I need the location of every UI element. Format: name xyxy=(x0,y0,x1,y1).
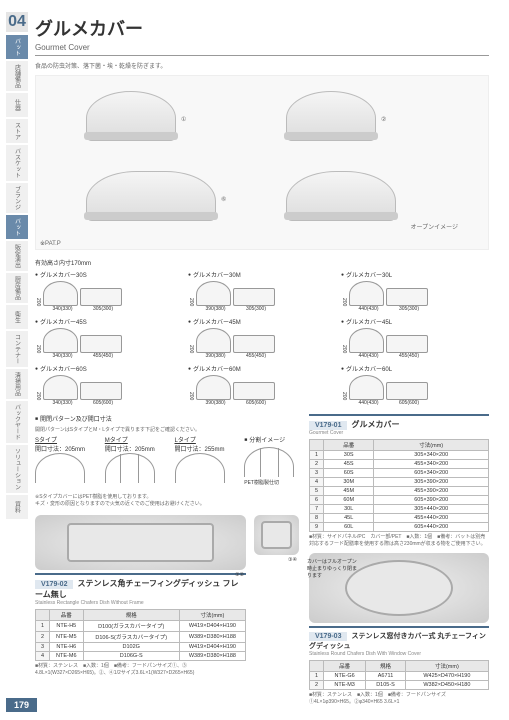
sidebar-item: バスケット xyxy=(6,145,28,181)
sidebar-item: 清掃用品 xyxy=(6,369,28,399)
product-image-square: ①② xyxy=(35,515,246,570)
sidebar-item: 資料 xyxy=(6,495,28,519)
description: 食品の防虫対策、落下菌・埃・乾燥を防ぎます。 xyxy=(35,61,489,70)
sidebar: バット店舗備品仕器ストアバスケットブランジバット販促演出厨房備品衛生コンテナー清… xyxy=(6,35,28,519)
pet-note: ※SタイプカバーにはPET樹脂を使用しております。 キズ・変形の原因となりますの… xyxy=(35,494,299,507)
sidebar-item: バット xyxy=(6,35,28,59)
sidebar-item: 販促演出 xyxy=(6,241,28,271)
opening-patterns: Sタイプ開口寸法：205mm Mタイプ開口寸法：205mm Lタイプ開口寸法：2… xyxy=(35,435,299,486)
sidebar-item: 仕器 xyxy=(6,93,28,117)
sidebar-item: 店舗備品 xyxy=(6,61,28,91)
product-2: V179-02ステンレス角チェーフィングディッシュ フレーム無し Stainle… xyxy=(35,573,246,676)
product-image-round: カバーはフルオープン時止まりゆっくり閉まります xyxy=(309,553,489,623)
product-1: V179-01グルメカバー Gourmet Cover 品番寸法(mm)130S… xyxy=(309,414,489,547)
sidebar-item: バット xyxy=(6,215,28,239)
page-number: 179 xyxy=(6,698,37,712)
dimension-grid: グルメカバー30S200340(330)305(300)グルメカバー30M200… xyxy=(35,270,489,406)
sidebar-item: 衛生 xyxy=(6,305,28,329)
page-subtitle: Gourmet Cover xyxy=(35,43,489,56)
sidebar-item: バックヤード xyxy=(6,401,28,443)
opening-sub: 開閉パターンはSタイプとM・Lタイプで異ります下記をご確認ください。 xyxy=(35,426,299,433)
hero-image: ① ② ⑥ オープンイメージ ※PAT.P xyxy=(35,75,489,250)
product-3: V179-03ステンレス窓付きカバー式 丸チェーフィングディッシュ Stainl… xyxy=(309,626,489,705)
sidebar-item: コンテナー xyxy=(6,331,28,367)
sidebar-item: ストア xyxy=(6,119,28,143)
product-image-square-2: ③④ xyxy=(254,515,299,555)
page-title: グルメカバー xyxy=(35,15,489,41)
opening-header: 開閉パターン及び開口寸法 xyxy=(35,414,299,423)
dim-note: 有効高さ内寸170mm xyxy=(35,258,489,267)
section-number: 04 xyxy=(6,12,28,32)
sidebar-item: ソリューション xyxy=(6,445,28,493)
sidebar-item: ブランジ xyxy=(6,183,28,213)
sidebar-item: 厨房備品 xyxy=(6,273,28,303)
